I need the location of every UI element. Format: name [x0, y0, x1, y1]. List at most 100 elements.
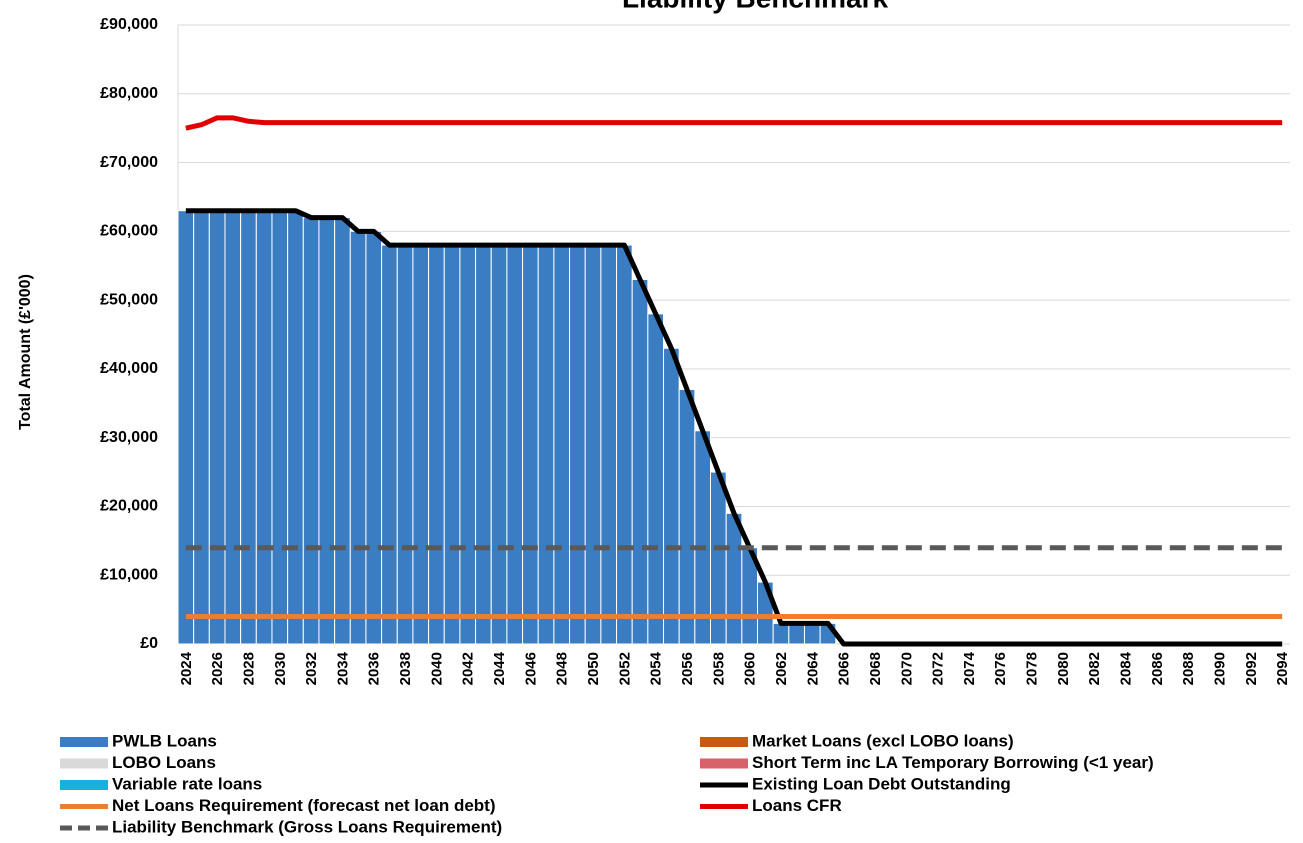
- bar: [302, 217, 320, 645]
- x-tick-label: 2046: [522, 652, 539, 685]
- x-tick-label: 2058: [710, 652, 727, 685]
- bar: [318, 217, 336, 645]
- bar: [772, 622, 790, 645]
- y-tick-label: £0: [140, 635, 158, 652]
- line-series: [185, 208, 1283, 647]
- x-tick-label: 2090: [1211, 652, 1228, 685]
- bar: [537, 244, 555, 645]
- legend-label: LOBO Loans: [112, 753, 216, 772]
- y-tick-label: £10,000: [100, 566, 158, 583]
- y-tick-label: £90,000: [100, 16, 158, 33]
- y-tick-label: £70,000: [100, 154, 158, 171]
- x-tick-label: 2088: [1180, 652, 1197, 685]
- bar: [678, 389, 696, 645]
- bar: [240, 210, 257, 645]
- x-tick-label: 2080: [1055, 652, 1072, 685]
- x-tick-label: 2034: [334, 651, 351, 685]
- bar: [694, 430, 712, 645]
- x-tick-label: 2076: [992, 652, 1009, 685]
- bar: [271, 210, 289, 645]
- x-tick-label: 2072: [930, 652, 947, 685]
- legend-label: PWLB Loans: [112, 731, 217, 750]
- line-series: [185, 115, 1283, 131]
- bar: [177, 210, 195, 645]
- bar: [443, 244, 461, 645]
- legend-swatch: [60, 758, 108, 769]
- bar: [506, 244, 524, 645]
- bar: [208, 210, 226, 645]
- y-tick-label: £20,000: [100, 498, 158, 515]
- bar: [600, 244, 618, 645]
- x-tick-label: 2062: [773, 652, 790, 685]
- x-tick-label: 2040: [428, 652, 445, 685]
- bar: [459, 244, 477, 645]
- x-tick-label: 2048: [554, 652, 571, 685]
- x-tick-label: 2052: [616, 652, 633, 685]
- legend-label: Market Loans (excl LOBO loans): [752, 731, 1014, 750]
- bar: [788, 622, 805, 645]
- x-tick-label: 2078: [1024, 652, 1041, 685]
- legend-swatch: [60, 780, 108, 790]
- y-tick-label: £40,000: [100, 360, 158, 377]
- bar: [224, 210, 242, 645]
- bar: [396, 244, 414, 645]
- chart-title: Liability Benchmark: [622, 0, 889, 13]
- bar: [381, 244, 398, 645]
- bar: [193, 210, 210, 645]
- bar: [553, 244, 571, 645]
- bar: [365, 230, 383, 645]
- x-tick-label: 2060: [742, 652, 759, 685]
- x-tick-label: 2024: [178, 651, 195, 685]
- legend-label: Loans CFR: [752, 796, 842, 815]
- x-tick-label: 2074: [961, 651, 978, 685]
- bar: [663, 347, 680, 645]
- x-tick-label: 2094: [1274, 651, 1291, 685]
- legend-label: Short Term inc LA Temporary Borrowing (<…: [752, 753, 1154, 772]
- y-tick-label: £30,000: [100, 429, 158, 446]
- x-tick-label: 2038: [397, 652, 414, 685]
- y-tick-label: £60,000: [100, 223, 158, 240]
- bar: [725, 512, 743, 645]
- bar: [475, 244, 492, 645]
- x-tick-label: 2092: [1243, 652, 1260, 685]
- x-tick-label: 2042: [460, 652, 477, 685]
- bar: [631, 278, 649, 645]
- bar: [412, 244, 430, 645]
- bar: [569, 244, 586, 645]
- x-tick-label: 2064: [804, 651, 821, 685]
- x-tick-label: 2068: [867, 652, 884, 685]
- legend-label: Existing Loan Debt Outstanding: [752, 774, 1011, 793]
- bar: [287, 210, 304, 645]
- bar: [803, 622, 821, 645]
- x-tick-label: 2032: [303, 652, 320, 685]
- bar: [255, 210, 273, 645]
- x-tick-label: 2082: [1086, 652, 1103, 685]
- legend-label: Liability Benchmark (Gross Loans Require…: [112, 817, 502, 836]
- bar: [334, 217, 351, 645]
- legend-label: Variable rate loans: [112, 774, 262, 793]
- bar: [616, 244, 633, 645]
- bar: [522, 244, 539, 645]
- x-tick-label: 2028: [240, 652, 257, 685]
- bar: [428, 244, 445, 645]
- bar: [584, 244, 602, 645]
- bar: [349, 230, 367, 645]
- x-tick-label: 2084: [1118, 651, 1135, 685]
- x-tick-label: 2044: [491, 651, 508, 685]
- legend-swatch: [700, 737, 748, 747]
- y-tick-label: £50,000: [100, 291, 158, 308]
- x-tick-label: 2030: [272, 652, 289, 685]
- x-tick-label: 2086: [1149, 652, 1166, 685]
- x-tick-label: 2056: [679, 652, 696, 685]
- y-axis-title: Total Amount (£'000): [17, 274, 34, 430]
- x-tick-label: 2050: [585, 652, 602, 685]
- legend-swatch: [700, 758, 748, 769]
- legend-swatch: [60, 737, 108, 747]
- x-tick-label: 2070: [898, 652, 915, 685]
- bar: [647, 313, 665, 645]
- bar: [490, 244, 508, 645]
- y-tick-label: £80,000: [100, 85, 158, 102]
- legend-label: Net Loans Requirement (forecast net loan…: [112, 796, 496, 815]
- x-tick-label: 2054: [648, 651, 665, 685]
